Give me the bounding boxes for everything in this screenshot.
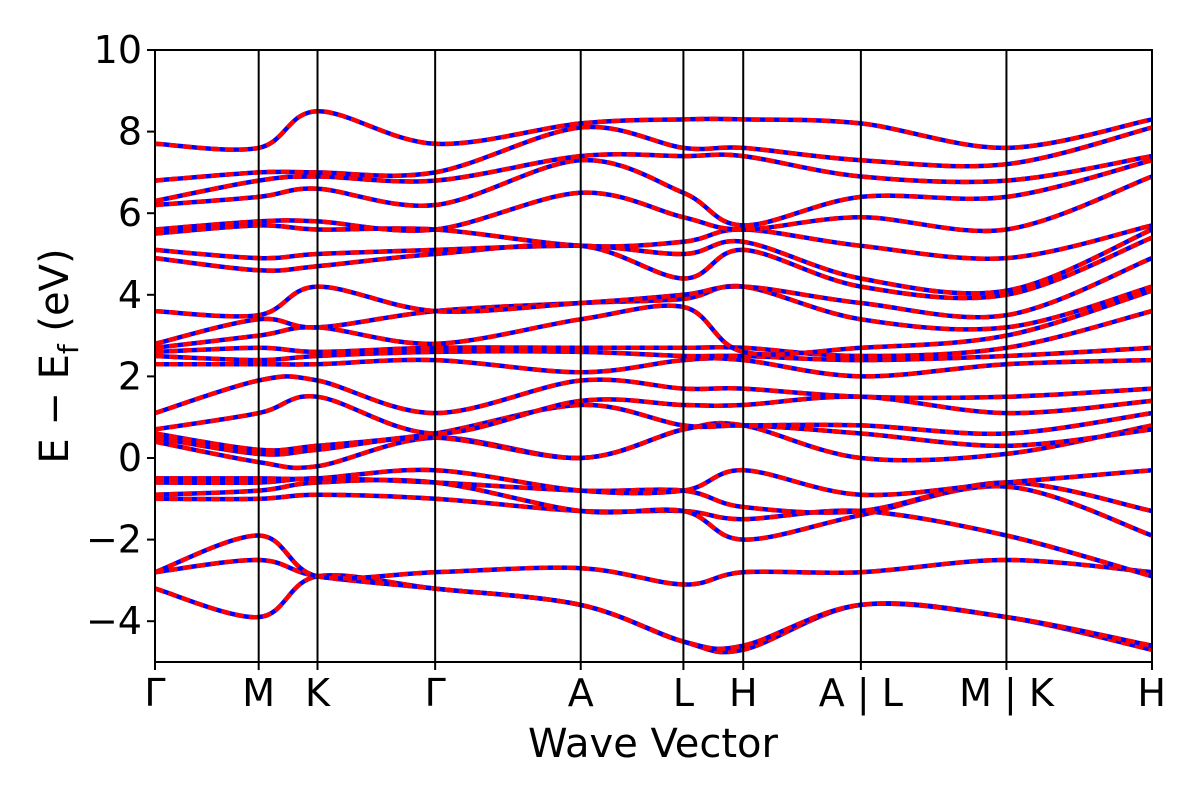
- y-tick-label-2: 6: [118, 191, 142, 235]
- y-axis-title-main: E − E: [32, 354, 78, 464]
- band-line-2-overlay: [154, 533, 1153, 587]
- x-tick-label-1: M: [242, 671, 275, 715]
- band-line-3: [154, 492, 1153, 579]
- x-tick-label-8: M | K: [959, 671, 1055, 716]
- y-tick-label-5: 0: [118, 436, 142, 480]
- y-axis-title-unit: (eV): [32, 248, 78, 344]
- x-tick-label-6: H: [729, 671, 758, 715]
- high-symmetry-lines: [257, 50, 1008, 662]
- band-line-11-overlay: [154, 374, 1153, 416]
- band-line-12-overlay: [155, 356, 1153, 379]
- y-tick-label-0: 10: [94, 28, 142, 72]
- y-tick-label-4: 2: [118, 354, 142, 398]
- band-line-16-overlay: [154, 283, 1153, 346]
- y-tick-label-1: 8: [118, 110, 142, 154]
- band-line-14-overlay: [154, 308, 1153, 359]
- band-line-25: [154, 108, 1153, 152]
- x-tick-label-4: A: [568, 671, 594, 715]
- band-line-18-overlay: [154, 235, 1153, 301]
- band-line-25-overlay: [154, 108, 1153, 152]
- band-line-22-overlay: [154, 157, 1153, 228]
- band-line-22: [154, 157, 1153, 228]
- x-tick-label-0: Γ: [144, 671, 165, 715]
- x-tick-label-2: K: [305, 671, 331, 715]
- band-line-24-overlay: [154, 124, 1153, 183]
- y-tick-label-3: 4: [118, 273, 142, 317]
- band-line-21-overlay: [154, 174, 1153, 234]
- band-line-19: [154, 227, 1153, 296]
- bands-layer: [154, 108, 1153, 655]
- band-line-21: [154, 174, 1153, 234]
- y-tick-label-7: −4: [86, 599, 142, 643]
- y-ticks: 10 8 6 4 2 0 −2 −4: [86, 28, 155, 643]
- x-tick-label-5: L: [673, 671, 694, 715]
- y-axis-title: E − Ef (eV): [32, 248, 85, 463]
- x-tick-label-9: H: [1137, 671, 1166, 715]
- y-axis-title-subscript: f: [52, 343, 85, 354]
- x-tick-label-7: A | L: [819, 671, 903, 716]
- band-line-20-overlay: [154, 223, 1153, 261]
- band-line-6-overlay: [155, 467, 1153, 498]
- band-line-7-overlay: [154, 420, 1153, 471]
- plot-frame: [154, 49, 1153, 663]
- band-line-8-overlay: [154, 422, 1153, 461]
- band-line-13-overlay: [154, 345, 1153, 363]
- band-line-10-overlay: [154, 394, 1153, 436]
- band-line-12: [155, 356, 1153, 379]
- x-tick-label-3: Γ: [425, 671, 446, 715]
- band-line-0-overlay: [154, 573, 1153, 655]
- y-tick-label-6: −2: [86, 518, 142, 562]
- band-line-17-overlay: [154, 256, 1153, 320]
- band-line-0: [154, 573, 1153, 655]
- band-line-4-overlay: [154, 477, 1153, 542]
- band-line-9-overlay: [154, 402, 1153, 453]
- band-line-1-overlay: [154, 557, 1153, 652]
- band-line-10: [154, 394, 1153, 436]
- band-line-23-overlay: [154, 152, 1153, 204]
- x-axis-title: Wave Vector: [528, 721, 779, 767]
- band-line-19-overlay: [154, 227, 1153, 296]
